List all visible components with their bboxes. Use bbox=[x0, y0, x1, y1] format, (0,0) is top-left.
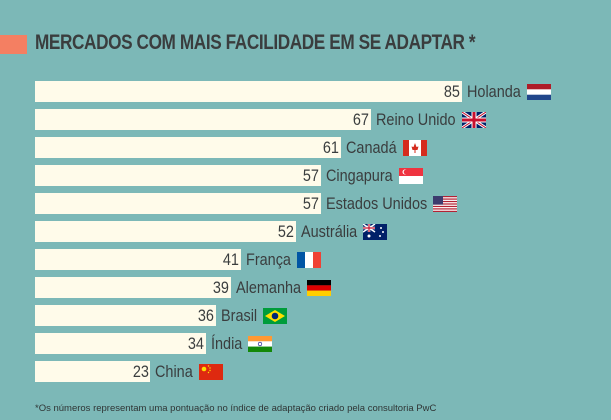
bar bbox=[35, 305, 216, 326]
ca-flag-icon bbox=[402, 140, 427, 156]
category-label: Canadá bbox=[346, 138, 397, 157]
sg-flag-icon bbox=[398, 168, 423, 184]
us-flag-icon bbox=[433, 196, 458, 212]
data-label: 52 bbox=[277, 222, 295, 241]
category-label: Holanda bbox=[466, 82, 521, 101]
data-label: 34 bbox=[187, 334, 204, 353]
bar bbox=[35, 249, 241, 270]
data-label: 57 bbox=[303, 166, 320, 185]
footnote: *Os números representam uma pontuação no… bbox=[35, 403, 437, 414]
bar bbox=[35, 221, 297, 242]
category-label: Alemanha bbox=[235, 278, 301, 297]
data-label: 23 bbox=[132, 362, 149, 381]
au-flag-icon bbox=[363, 224, 388, 240]
bar bbox=[35, 109, 372, 130]
data-label: 39 bbox=[212, 278, 229, 297]
bar bbox=[35, 137, 342, 158]
bar bbox=[35, 193, 322, 214]
fr-flag-icon bbox=[296, 252, 321, 268]
chart-title: MERCADOS COM MAIS FACILIDADE EM SE ADAPT… bbox=[35, 31, 476, 54]
data-label: 36 bbox=[197, 306, 214, 325]
category-label: Reino Unido bbox=[376, 110, 456, 129]
bar bbox=[35, 361, 151, 382]
bar bbox=[35, 81, 462, 102]
bar bbox=[35, 333, 206, 354]
category-label: Estados Unidos bbox=[326, 194, 428, 213]
category-label: Cingapura bbox=[326, 166, 393, 185]
bar bbox=[35, 165, 322, 186]
category-label: França bbox=[245, 250, 291, 269]
category-label: China bbox=[155, 362, 194, 381]
uk-flag-icon bbox=[461, 112, 486, 128]
category-label: Brasil bbox=[220, 306, 257, 325]
title-accent bbox=[0, 35, 27, 54]
bar bbox=[35, 277, 231, 298]
data-label: 67 bbox=[353, 110, 370, 129]
category-label: Índia bbox=[210, 334, 243, 353]
in-flag-icon bbox=[248, 336, 272, 352]
data-label: 61 bbox=[323, 138, 340, 157]
nl-flag-icon bbox=[526, 84, 551, 100]
data-label: 57 bbox=[303, 194, 320, 213]
cn-flag-icon bbox=[199, 364, 224, 380]
br-flag-icon bbox=[262, 308, 287, 324]
data-label: 85 bbox=[443, 82, 460, 101]
data-label: 41 bbox=[222, 250, 239, 269]
de-flag-icon bbox=[306, 280, 331, 296]
category-label: Austrália bbox=[301, 222, 358, 241]
